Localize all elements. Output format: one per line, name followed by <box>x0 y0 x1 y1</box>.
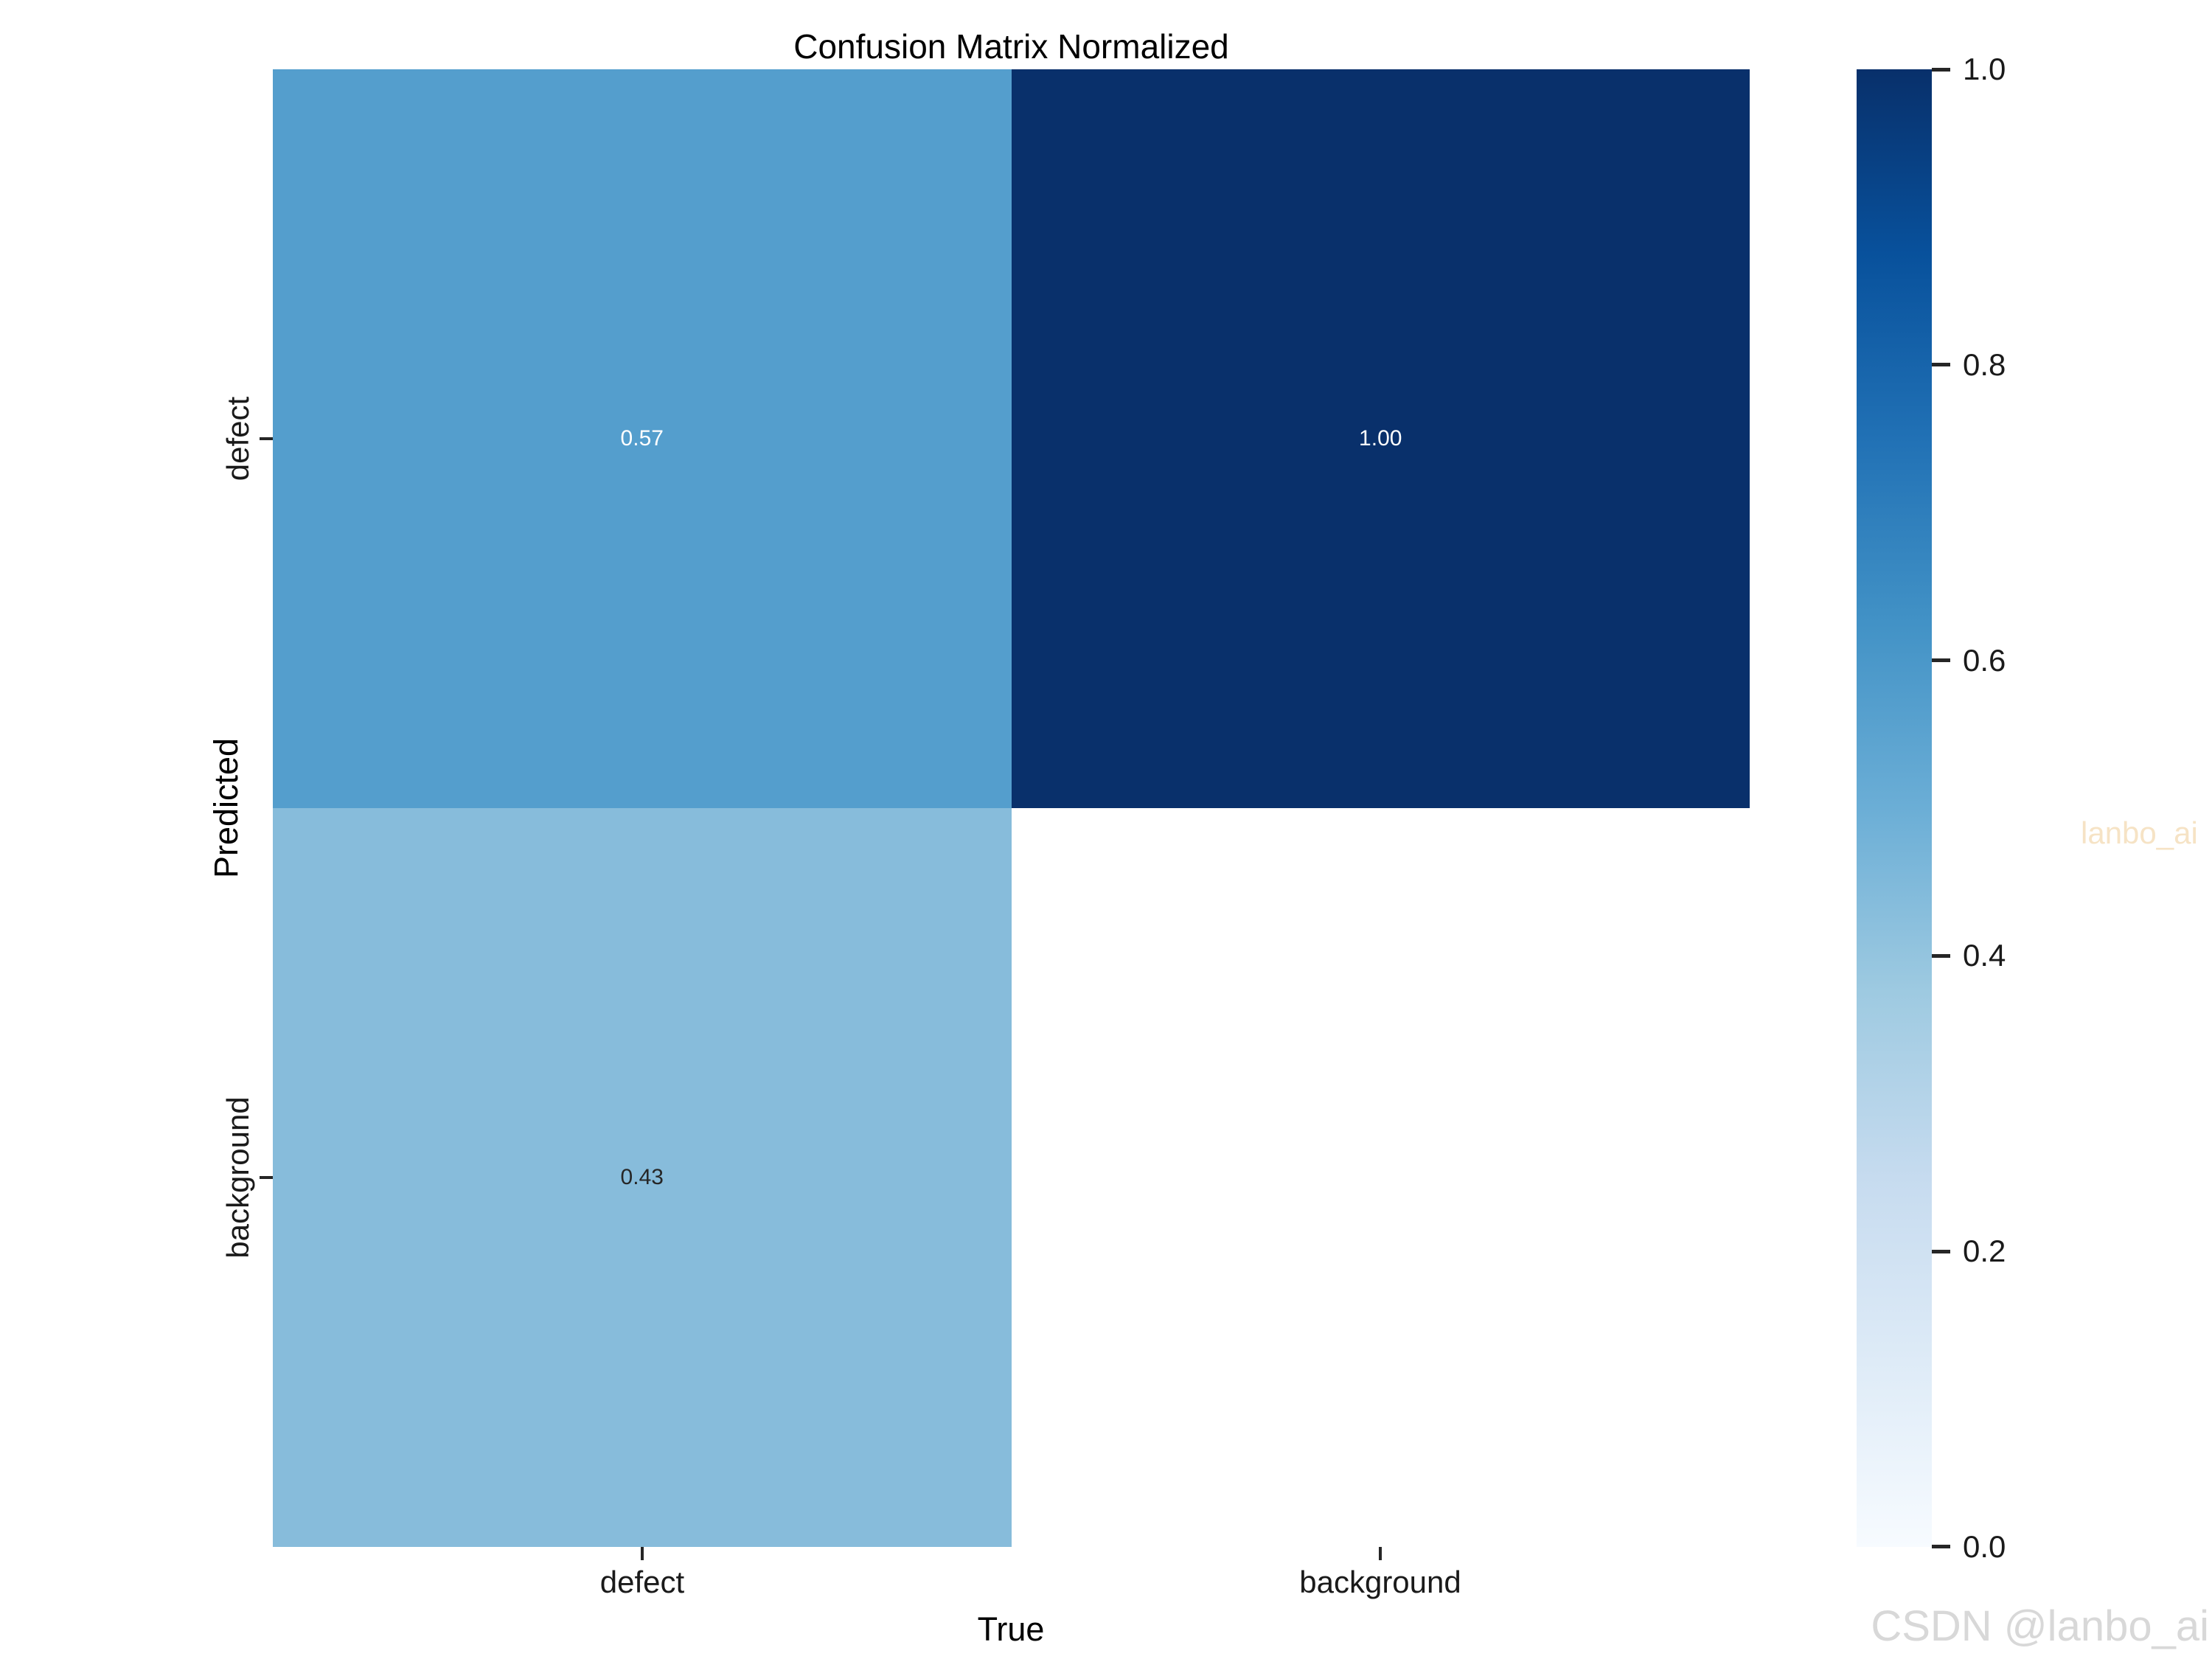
heatmap-cell-background-defect: 1.00 <box>1011 69 1750 808</box>
colorbar-tick-mark-1.0 <box>1932 68 1950 72</box>
cell-value: 0.43 <box>620 1165 664 1189</box>
colorbar-gradient <box>1857 69 1932 1547</box>
x-tick-label-defect: defect <box>599 1565 685 1599</box>
heatmap-cell-defect-defect: 0.57 <box>273 69 1012 808</box>
colorbar-tick-label-0.6: 0.6 <box>1963 643 2006 678</box>
colorbar-tick-label-0.2: 0.2 <box>1963 1234 2006 1268</box>
x-axis-label: True <box>977 1610 1045 1648</box>
cell-value: 0.57 <box>620 426 664 451</box>
x-tick-label-background: background <box>1299 1565 1461 1599</box>
y-tick-mark-background <box>260 1176 273 1179</box>
y-tick-label-background: background <box>220 1096 255 1259</box>
heatmap-cell-defect-background: 0.43 <box>273 808 1012 1547</box>
watermark-csdn: CSDN @lanbo_ai <box>1871 1602 2209 1650</box>
colorbar-tick-label-0.0: 0.0 <box>1963 1529 2006 1564</box>
colorbar-tick-label-1.0: 1.0 <box>1963 52 2006 86</box>
x-tick-mark-defect <box>641 1547 644 1560</box>
y-tick-label-defect: defect <box>220 396 255 481</box>
cell-value: 1.00 <box>1359 426 1402 451</box>
chart-title: Confusion Matrix Normalized <box>793 27 1229 66</box>
y-axis-label: Predicted <box>207 737 245 879</box>
colorbar-tick-mark-0.4 <box>1932 954 1950 958</box>
x-tick-mark-background <box>1379 1547 1382 1560</box>
colorbar-tick-mark-0.0 <box>1932 1545 1950 1548</box>
colorbar-tick-mark-0.8 <box>1932 363 1950 366</box>
colorbar-tick-label-0.4: 0.4 <box>1963 938 2006 973</box>
heatmap-grid: 0.57 1.00 0.43 <box>273 69 1750 1547</box>
colorbar-tick-mark-0.6 <box>1932 658 1950 662</box>
heatmap-cell-background-background <box>1011 808 1750 1547</box>
y-tick-mark-defect <box>260 437 273 440</box>
colorbar-tick-label-0.8: 0.8 <box>1963 347 2006 382</box>
colorbar-tick-mark-0.2 <box>1932 1250 1950 1253</box>
watermark-lanbo-ai: lanbo_ai <box>2081 815 2198 850</box>
